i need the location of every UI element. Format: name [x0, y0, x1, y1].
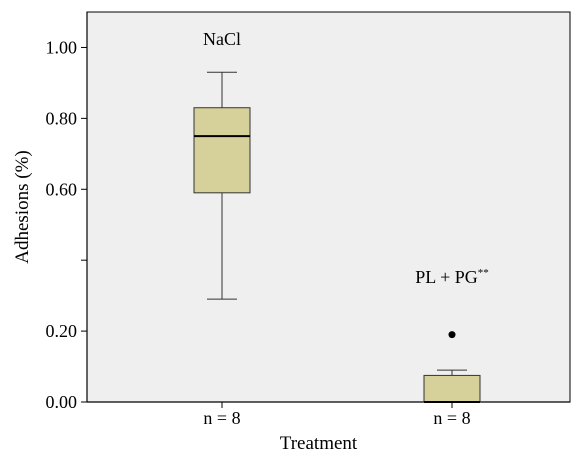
- box-group: NaCl: [193, 29, 251, 300]
- y-tick-label: 0.80: [46, 108, 78, 128]
- group-annotation: PL + PG**: [415, 267, 489, 287]
- y-tick-label: 0.00: [46, 392, 78, 412]
- plot-area: [86, 11, 571, 403]
- x-tick-label: n = 8: [433, 408, 470, 428]
- x-axis: n = 8 n = 8: [87, 401, 570, 428]
- outlier-point: [448, 331, 456, 339]
- x-tick-label: n = 8: [203, 408, 240, 428]
- iqr-box: [193, 107, 251, 194]
- y-tick-label: 0.60: [46, 179, 78, 199]
- group-annotation: NaCl: [203, 29, 241, 49]
- y-tick-label: 0.20: [46, 321, 78, 341]
- box-group: PL + PG**: [415, 267, 489, 403]
- x-axis-label: Treatment: [280, 433, 358, 454]
- iqr-box: [423, 374, 481, 403]
- y-axis: 0.00 0.20 0.60 0.80 1.00: [46, 12, 88, 412]
- y-axis-label: Adhesions (%): [12, 150, 33, 263]
- boxes: NaCl PL + PG**: [193, 29, 489, 403]
- y-tick-label: 1.00: [46, 37, 78, 57]
